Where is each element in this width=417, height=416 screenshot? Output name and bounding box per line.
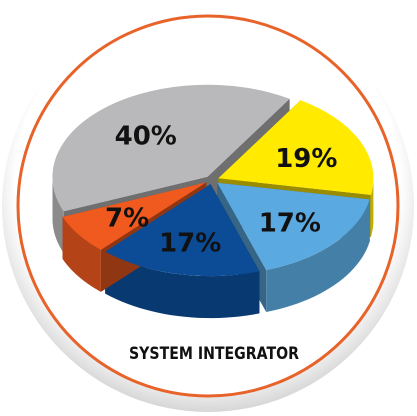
slice xyxy=(217,182,370,271)
slice-wall xyxy=(370,178,374,237)
data-label: 7% xyxy=(105,203,149,233)
data-label: 19% xyxy=(275,144,337,174)
slice xyxy=(105,184,260,277)
slice xyxy=(62,182,207,250)
data-label: 17% xyxy=(259,209,321,239)
chart-title: SYSTEM INTEGRATOR xyxy=(129,344,299,364)
slice-wall xyxy=(62,216,101,292)
slice xyxy=(52,84,290,212)
slice xyxy=(218,100,374,195)
pie: 40% 19% 17% 17% 7% xyxy=(52,84,374,319)
pie-tops: 40% 19% 17% 17% 7% xyxy=(52,84,374,277)
data-label: 40% xyxy=(115,122,177,152)
slice-wall xyxy=(105,251,260,319)
data-label: 17% xyxy=(159,228,221,258)
slice-wall xyxy=(266,199,370,313)
slice-wall xyxy=(52,176,64,254)
